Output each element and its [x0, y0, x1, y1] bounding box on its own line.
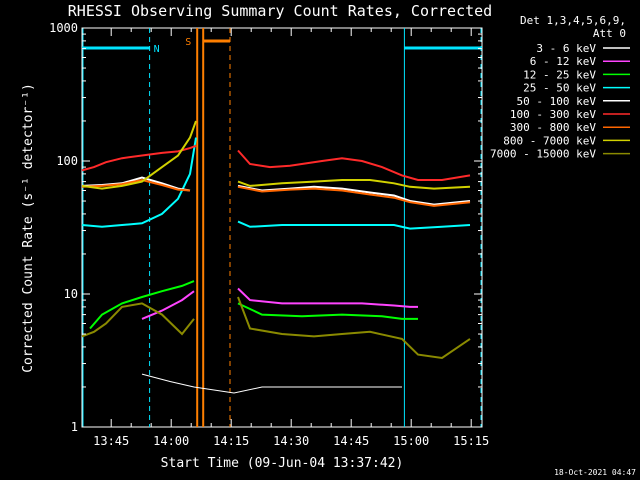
y-tick-label: 100 — [56, 154, 78, 168]
chart-axes: 1 10 100 1000 13:45 14:00 14:15 14:30 14:45 15:00… — [49, 21, 489, 448]
x-tick-label: 13:45 — [93, 434, 129, 448]
series-line — [237, 149, 471, 181]
x-tick-label: 14:00 — [153, 434, 189, 448]
legend-label: 25 - 50 keV — [523, 82, 596, 95]
series-line — [89, 280, 195, 330]
y-tick-label: 1 — [71, 420, 78, 434]
legend-header: Det 1,3,4,5,6,9, — [520, 14, 626, 27]
series-line — [81, 178, 191, 192]
x-axis-label: Start Time (09-Jun-04 13:37:42) — [161, 456, 404, 471]
saa-bar-label: S — [185, 37, 191, 48]
series-line — [237, 179, 471, 190]
footer-date: 18-Oct-2021 04:47 — [554, 468, 636, 477]
y-axis-label: Corrected Count Rate (s⁻¹ detector⁻¹) — [21, 83, 36, 373]
series-line — [81, 144, 197, 172]
night-bar-label: N — [154, 44, 160, 55]
series-line — [237, 287, 418, 308]
series-line — [237, 185, 471, 207]
series-line — [81, 302, 195, 338]
series-line — [141, 290, 195, 320]
legend-label: 3 - 6 keV — [536, 42, 596, 55]
legend-label: 12 - 25 keV — [523, 68, 596, 81]
y-tick-label: 1000 — [49, 21, 78, 35]
series-line — [141, 373, 402, 394]
legend-label: 50 - 100 keV — [517, 95, 597, 108]
x-tick-label: 15:15 — [453, 434, 489, 448]
legend-label: 7000 - 15000 keV — [490, 148, 596, 161]
legend-label: 6 - 12 keV — [530, 55, 597, 68]
chart-title: RHESSI Observing Summary Count Rates, Co… — [68, 2, 492, 20]
x-tick-label: 15:00 — [393, 434, 429, 448]
legend-label: 800 - 7000 keV — [503, 134, 596, 147]
series-line — [81, 137, 197, 228]
x-tick-label: 14:45 — [333, 434, 369, 448]
x-tick-label: 14:30 — [273, 434, 309, 448]
plot-frame — [81, 27, 483, 428]
y-tick-label: 10 — [64, 287, 78, 301]
series-line — [237, 302, 418, 320]
series-line — [237, 220, 471, 230]
chart-marks: NS — [81, 28, 482, 427]
legend-label: 300 - 800 keV — [510, 121, 596, 134]
legend-header: Att 0 — [593, 27, 626, 40]
series-line — [237, 296, 471, 360]
x-tick-label: 14:15 — [213, 434, 249, 448]
series-line — [81, 120, 197, 190]
legend-label: 100 - 300 keV — [510, 108, 596, 121]
